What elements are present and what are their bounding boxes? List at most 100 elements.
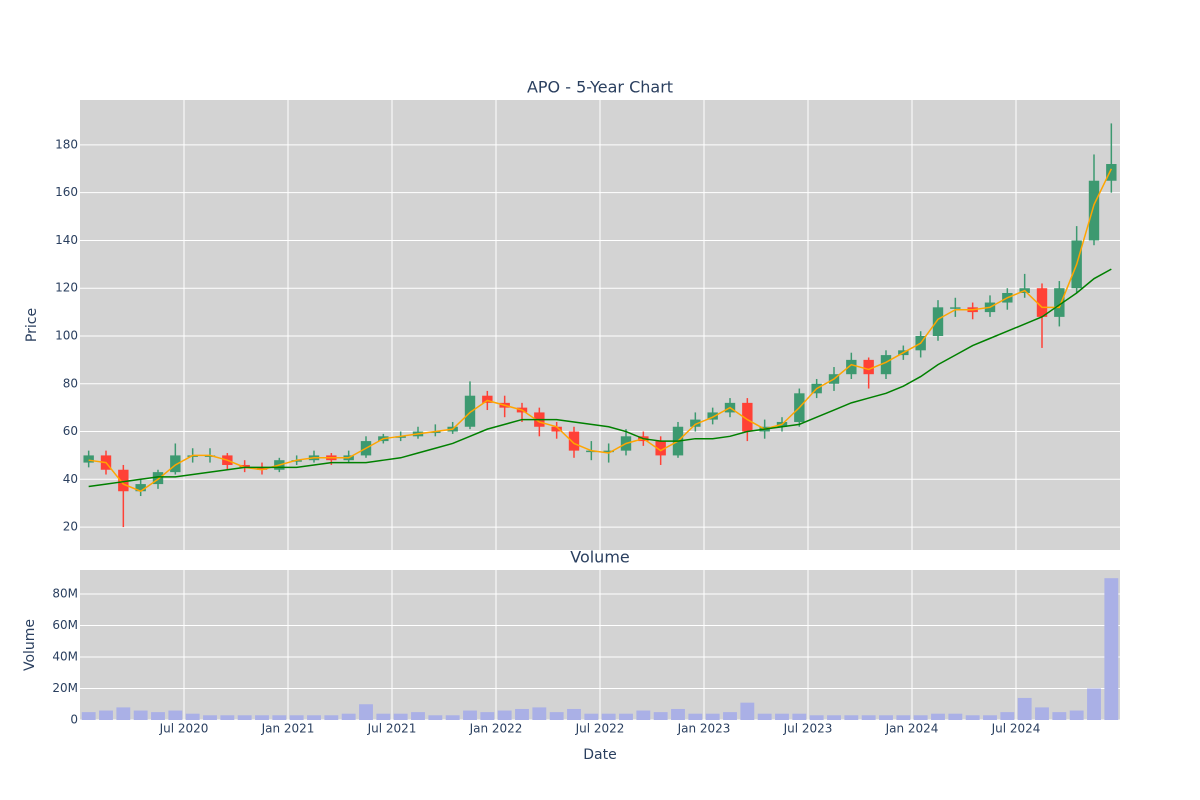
y-tick-label: 160 <box>55 185 78 199</box>
candle-body <box>880 355 892 375</box>
volume-bar <box>1017 697 1032 720</box>
y-tick-label: 80 <box>63 376 78 390</box>
candle-body <box>239 464 250 468</box>
volume-bar <box>255 715 269 720</box>
volume-bar <box>445 715 460 720</box>
candle-body <box>846 359 857 375</box>
x-tick-label: Jul 2023 <box>783 722 833 736</box>
volume-bar <box>1052 712 1067 720</box>
x-axis-label: Date <box>583 747 616 763</box>
candle-body <box>464 395 476 427</box>
y-axis-label: Volume <box>22 619 38 671</box>
candle-body <box>256 467 268 470</box>
volume-bar <box>1087 688 1101 720</box>
volume-bar <box>688 713 703 720</box>
volume-bar <box>133 710 148 720</box>
volume-bar <box>359 704 373 720</box>
volume-bar <box>896 715 911 720</box>
volume-bar <box>272 715 287 720</box>
volume-bar <box>168 710 183 720</box>
volume-bar <box>480 712 495 720</box>
volume-bar <box>220 715 235 720</box>
candle-body <box>170 455 181 473</box>
y-tick-label: 20 <box>63 520 78 534</box>
volume-bar <box>983 715 997 720</box>
volume-bar <box>861 715 876 720</box>
volume-bar <box>341 713 356 720</box>
volume-bar <box>428 715 443 720</box>
y-tick-label: 80M <box>52 586 78 600</box>
volume-bar <box>1035 707 1049 720</box>
volume-bar <box>463 710 477 720</box>
volume-bar <box>636 710 651 720</box>
y-tick-label: 180 <box>55 137 78 151</box>
y-axis-label: Price <box>24 308 40 342</box>
volume-bar <box>99 710 113 720</box>
candle-body <box>932 307 944 336</box>
y-tick-label: 100 <box>55 328 78 342</box>
volume-bar <box>515 708 529 720</box>
volume-bar <box>151 712 165 720</box>
volume-bar <box>879 715 893 720</box>
candle-body <box>863 359 874 375</box>
y-tick-label: 120 <box>55 281 78 295</box>
candle-body <box>603 450 614 453</box>
moving-average-line <box>88 268 1112 488</box>
volume-bar <box>376 713 391 720</box>
x-tick-label: Jan 2021 <box>261 722 315 736</box>
volume-bar <box>619 713 633 720</box>
volume-bar <box>567 708 581 720</box>
volume-bar <box>289 715 304 720</box>
volume-bar <box>411 712 425 720</box>
volume-bar <box>653 712 668 720</box>
volume-bar <box>792 713 807 720</box>
volume-bar <box>948 713 963 720</box>
candle-body <box>1054 288 1065 317</box>
volume-bar <box>584 713 599 720</box>
candle-body <box>1036 288 1048 317</box>
volume-bar <box>671 708 685 720</box>
volume-bar <box>965 715 980 720</box>
candle-body <box>152 472 164 485</box>
volume-bar <box>203 715 217 720</box>
x-tick-label: Jul 2022 <box>575 722 625 736</box>
y-tick-label: 60 <box>63 424 78 438</box>
candle-body <box>551 426 562 432</box>
candle-body <box>950 307 961 309</box>
volume-bar <box>532 707 547 720</box>
volume-bar <box>740 702 755 720</box>
volume-bar <box>1000 712 1015 720</box>
volume-bar <box>931 713 945 720</box>
x-tick-label: Jul 2024 <box>991 722 1041 736</box>
volume-bar <box>393 713 408 720</box>
candle-body <box>742 402 753 432</box>
y-tick-label: 40 <box>63 472 78 486</box>
volume-bar <box>237 715 252 720</box>
candle-body <box>482 395 493 403</box>
volume-bar <box>549 712 564 720</box>
volume-bar <box>497 710 512 720</box>
y-tick-label: 140 <box>55 233 78 247</box>
moving-average-line <box>88 168 1113 493</box>
volume-bar <box>81 712 96 720</box>
volume-bar <box>307 715 321 720</box>
volume-bar <box>1104 578 1119 720</box>
volume-bar <box>809 715 824 720</box>
x-tick-label: Jul 2020 <box>159 722 209 736</box>
candle-body <box>568 431 580 451</box>
volume-bar <box>913 715 928 720</box>
x-tick-label: Jan 2024 <box>885 722 939 736</box>
volume-title: Volume <box>570 548 630 567</box>
y-tick-label: 40M <box>52 649 78 663</box>
candle-body <box>1088 180 1100 241</box>
y-tick-label: 60M <box>52 618 78 632</box>
volume-bar <box>844 715 859 720</box>
candle-body <box>690 419 701 427</box>
chart-title: APO - 5-Year Chart <box>527 78 673 97</box>
volume-bar <box>116 707 131 720</box>
y-tick-label: 0 <box>70 713 78 727</box>
x-tick-label: Jan 2022 <box>469 722 523 736</box>
candle-body <box>83 455 94 463</box>
candle-body <box>118 469 129 492</box>
volume-bar <box>757 713 772 720</box>
